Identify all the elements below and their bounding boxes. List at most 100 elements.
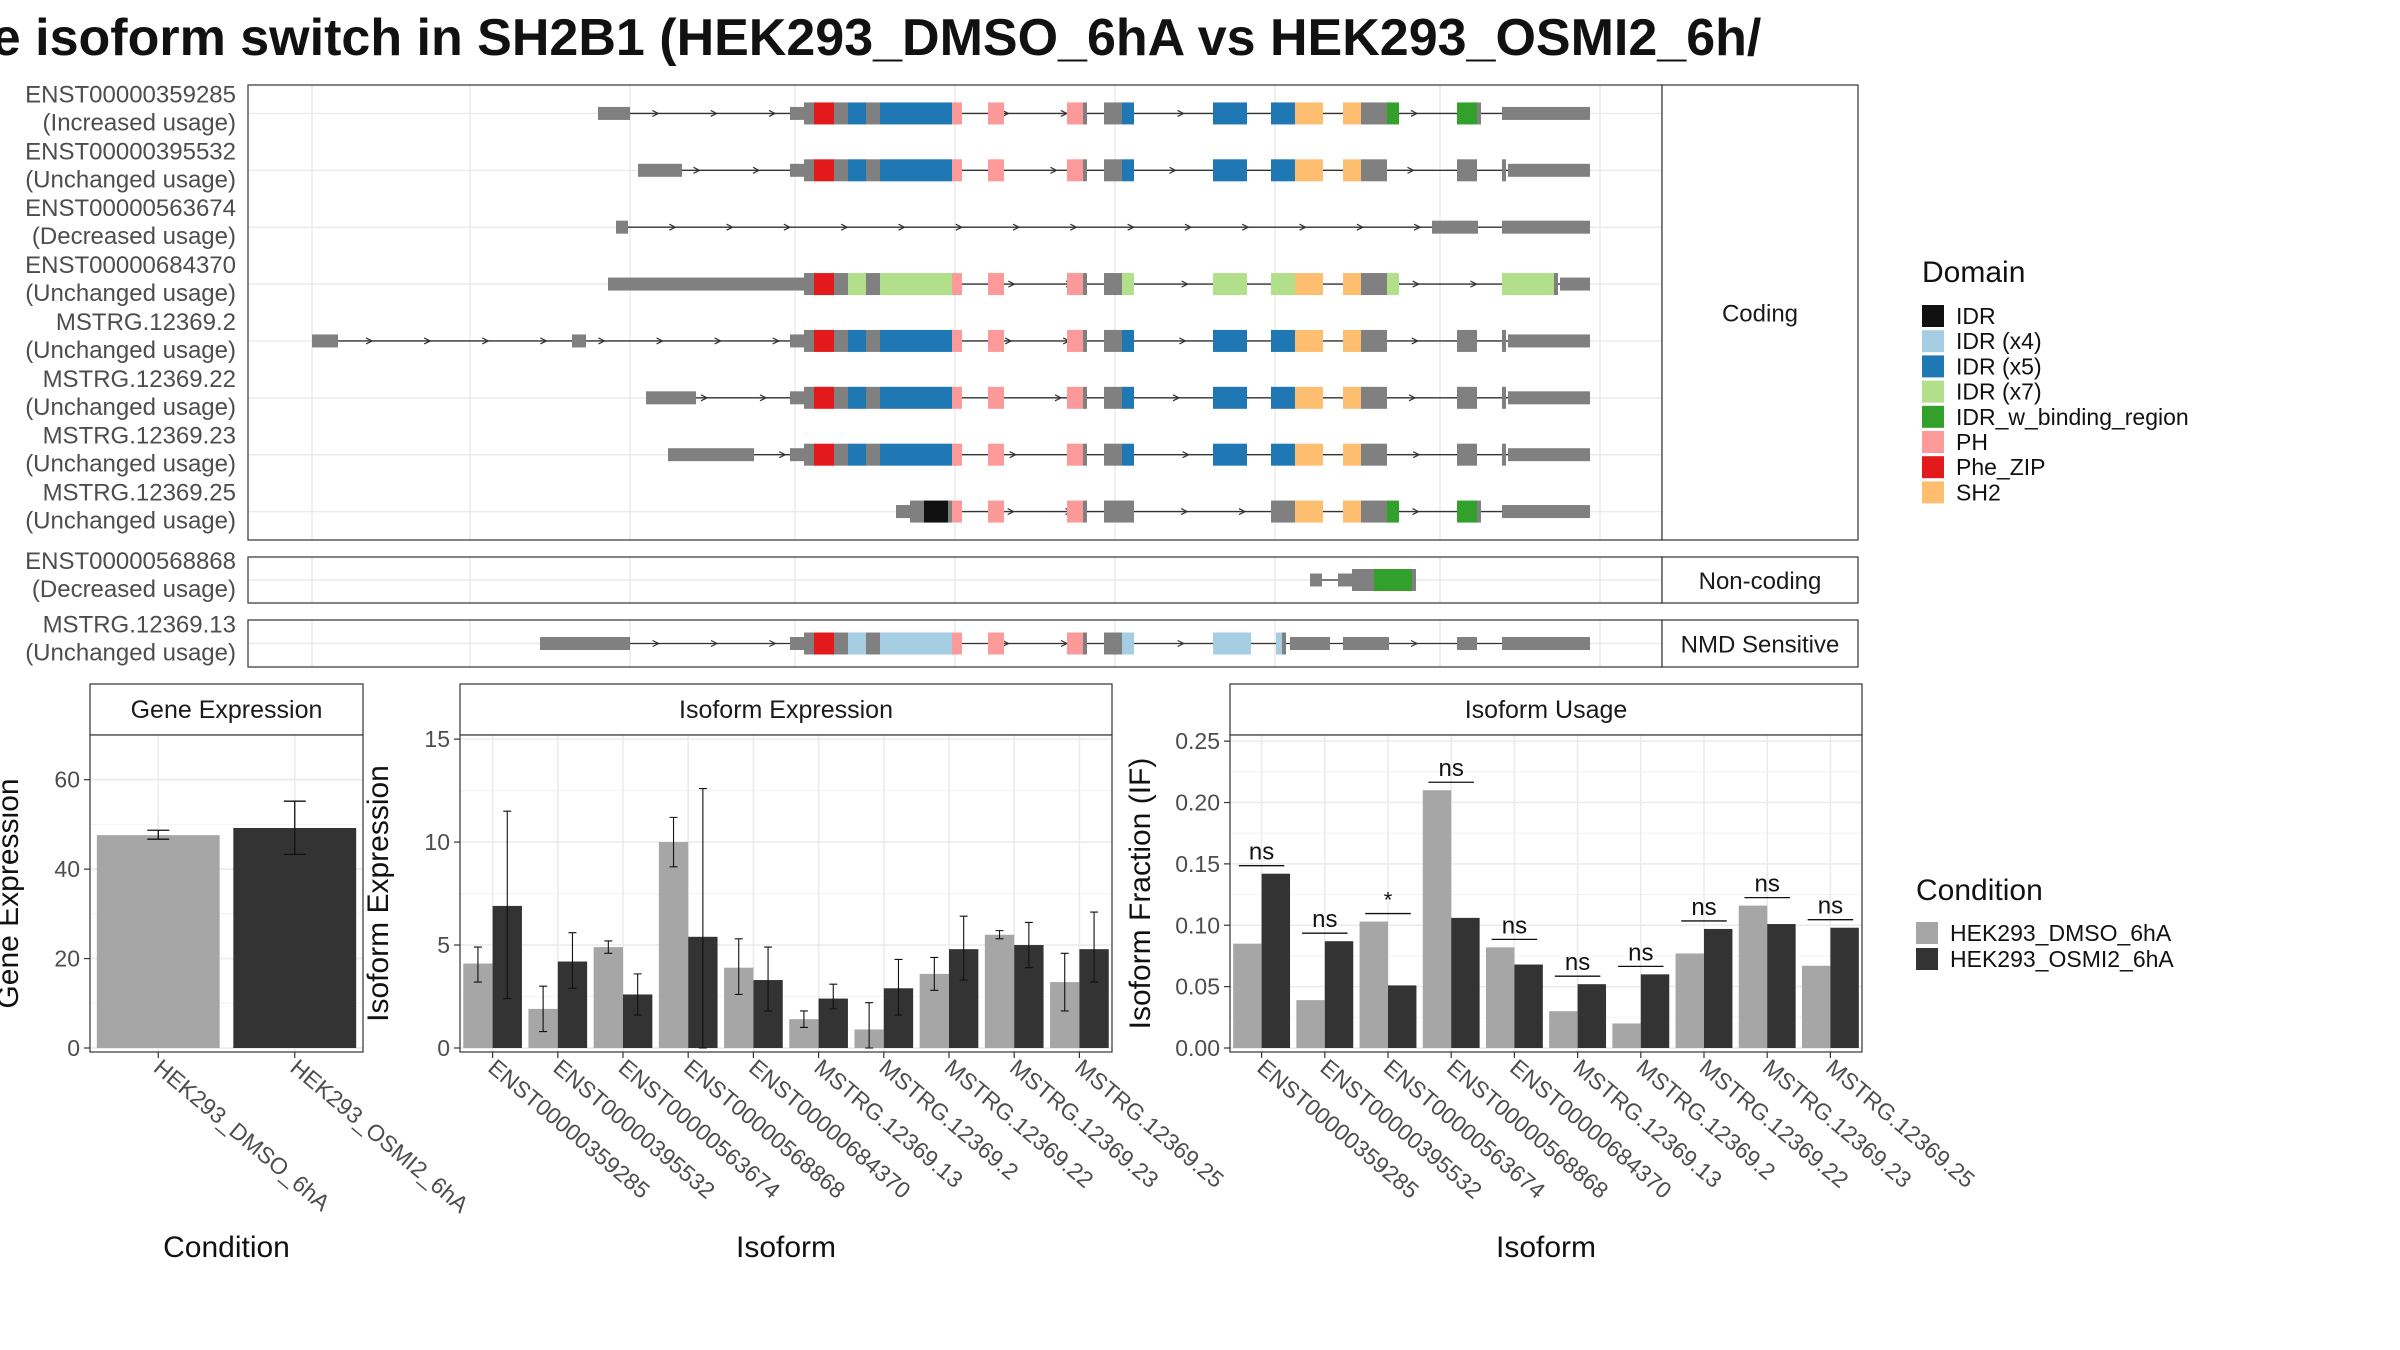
error-bar: [764, 946, 773, 1012]
svg-text:(Unchanged usage): (Unchanged usage): [25, 166, 236, 193]
facet-strip-nmd: NMD Sensitive: [1681, 632, 1840, 659]
svg-text:MSTRG.12369.13: MSTRG.12369.13: [43, 612, 236, 639]
bar: [233, 828, 357, 1048]
significance-label: ns: [1312, 906, 1337, 933]
chart-title: Isoform Expression: [679, 696, 893, 724]
chart-title: Isoform Usage: [1465, 696, 1628, 724]
svg-text:MSTRG.12369.2: MSTRG.12369.2: [56, 309, 236, 336]
svg-text:(Unchanged usage): (Unchanged usage): [25, 640, 236, 667]
error-bar: [799, 1010, 808, 1028]
transcript-model-MSTRG.12369.13: [540, 632, 1590, 655]
transcript-model-MSTRG.12369.2: [312, 329, 1590, 352]
significance-label: ns: [1691, 894, 1716, 921]
significance-label: ns: [1502, 912, 1527, 939]
transcript-panel-noncoding: Non-coding: [247, 556, 1859, 604]
significance-label: ns: [1755, 871, 1780, 898]
legend-swatch: [1922, 405, 1944, 428]
legend-swatch: [1922, 380, 1944, 403]
svg-text:MSTRG.12369.22: MSTRG.12369.22: [43, 366, 236, 393]
chart-3: Isoform Usage 0.00 0.05 0.10 0.15 0.20 0.25 ns n…: [1124, 683, 1980, 1264]
transcript-label: MSTRG.12369.23(Unchanged usage): [25, 423, 236, 478]
svg-text:(Unchanged usage): (Unchanged usage): [25, 451, 236, 478]
svg-text:(Increased usage): (Increased usage): [43, 109, 236, 136]
y-tick-label: 0.00: [1175, 1035, 1220, 1061]
bar: [1612, 1023, 1641, 1048]
y-axis-title: Isoform Expression: [362, 765, 395, 1022]
svg-text:(Unchanged usage): (Unchanged usage): [25, 508, 236, 535]
error-bar: [894, 958, 903, 1016]
error-bar: [930, 956, 939, 991]
error-bar: [1024, 921, 1033, 969]
bar: [1801, 965, 1831, 1048]
y-tick-label: 0: [437, 1035, 450, 1061]
legend-swatch: [1922, 305, 1944, 327]
svg-text:(Decreased usage): (Decreased usage): [32, 223, 236, 250]
transcript-label: ENST00000563674(Decreased usage): [25, 195, 236, 250]
legend-label: IDR (x7): [1956, 379, 2042, 405]
bar: [96, 835, 220, 1048]
svg-text:(Unchanged usage): (Unchanged usage): [25, 337, 236, 364]
transcript-model-MSTRG.12369.23: [668, 443, 1590, 466]
error-bar: [959, 915, 968, 981]
legend-swatch: [1922, 355, 1944, 378]
transcript-model-ENST00000568868: [1310, 569, 1416, 591]
x-axis-title: Condition: [163, 1231, 290, 1264]
error-bar: [633, 973, 642, 1016]
y-tick-label: 0.15: [1175, 851, 1220, 877]
y-tick-label: 10: [424, 829, 450, 855]
bar: [1738, 905, 1768, 1048]
svg-text:Condition: Condition: [1916, 874, 2043, 907]
transcript-label: MSTRG.12369.2(Unchanged usage): [25, 309, 236, 364]
error-bar: [995, 930, 1004, 940]
legend-label: IDR (x5): [1956, 353, 2042, 379]
y-axis-title: Isoform Fraction (IF): [1124, 758, 1157, 1030]
chart-1: Gene Expression0204060HEK293_DMSO_6hAHEK…: [0, 683, 474, 1264]
bar: [1675, 953, 1704, 1048]
legend-label: SH2: [1956, 479, 2001, 505]
transcript-model-MSTRG.12369.22: [646, 386, 1590, 409]
significance-label: ns: [1628, 939, 1653, 966]
y-tick-label: 0.05: [1175, 974, 1220, 1000]
bar: [1233, 943, 1262, 1048]
facet-strip-coding: Coding: [1722, 301, 1798, 328]
transcript-label: MSTRG.12369.13(Unchanged usage): [25, 612, 236, 667]
transcript-model-ENST00000563674: [616, 220, 1590, 234]
error-bar: [829, 983, 838, 1010]
bar: [1324, 941, 1354, 1048]
error-bar: [1060, 952, 1069, 1012]
bar: [1549, 1011, 1578, 1048]
transcript-model-ENST00000684370: [608, 273, 1590, 296]
bar: [1577, 984, 1607, 1048]
significance-label: ns: [1439, 755, 1464, 782]
y-tick-label: 0.10: [1175, 912, 1220, 938]
bar: [1485, 947, 1515, 1048]
legend-swatch: [1922, 481, 1944, 504]
error-bar: [473, 946, 482, 983]
bar: [1388, 985, 1417, 1048]
significance-label: ns: [1249, 839, 1274, 866]
transcript-model-ENST00000395532: [638, 159, 1590, 182]
y-tick-label: 20: [54, 946, 80, 972]
bar: [1830, 927, 1859, 1048]
bar: [593, 947, 623, 1048]
y-tick-label: 15: [424, 726, 450, 752]
y-tick-label: 0.25: [1175, 728, 1220, 754]
bar: [1422, 790, 1452, 1048]
error-bar: [147, 829, 170, 840]
error-bar: [669, 816, 678, 868]
bar: [1767, 924, 1796, 1048]
error-bar: [539, 985, 548, 1033]
significance-label: ns: [1565, 949, 1590, 976]
significance-label: *: [1384, 888, 1393, 913]
bar: [1451, 917, 1480, 1048]
legend-label: IDR (x4): [1956, 328, 2042, 354]
svg-text:MSTRG.12369.23: MSTRG.12369.23: [43, 423, 236, 450]
y-tick-label: 0.20: [1175, 790, 1220, 816]
legend-swatch: [1916, 948, 1938, 970]
svg-text:ENST00000359285: ENST00000359285: [25, 81, 236, 108]
x-axis-title: Isoform: [736, 1231, 836, 1264]
svg-text:ENST00000563674: ENST00000563674: [25, 195, 236, 222]
chart-title: Gene Expression: [131, 696, 323, 724]
